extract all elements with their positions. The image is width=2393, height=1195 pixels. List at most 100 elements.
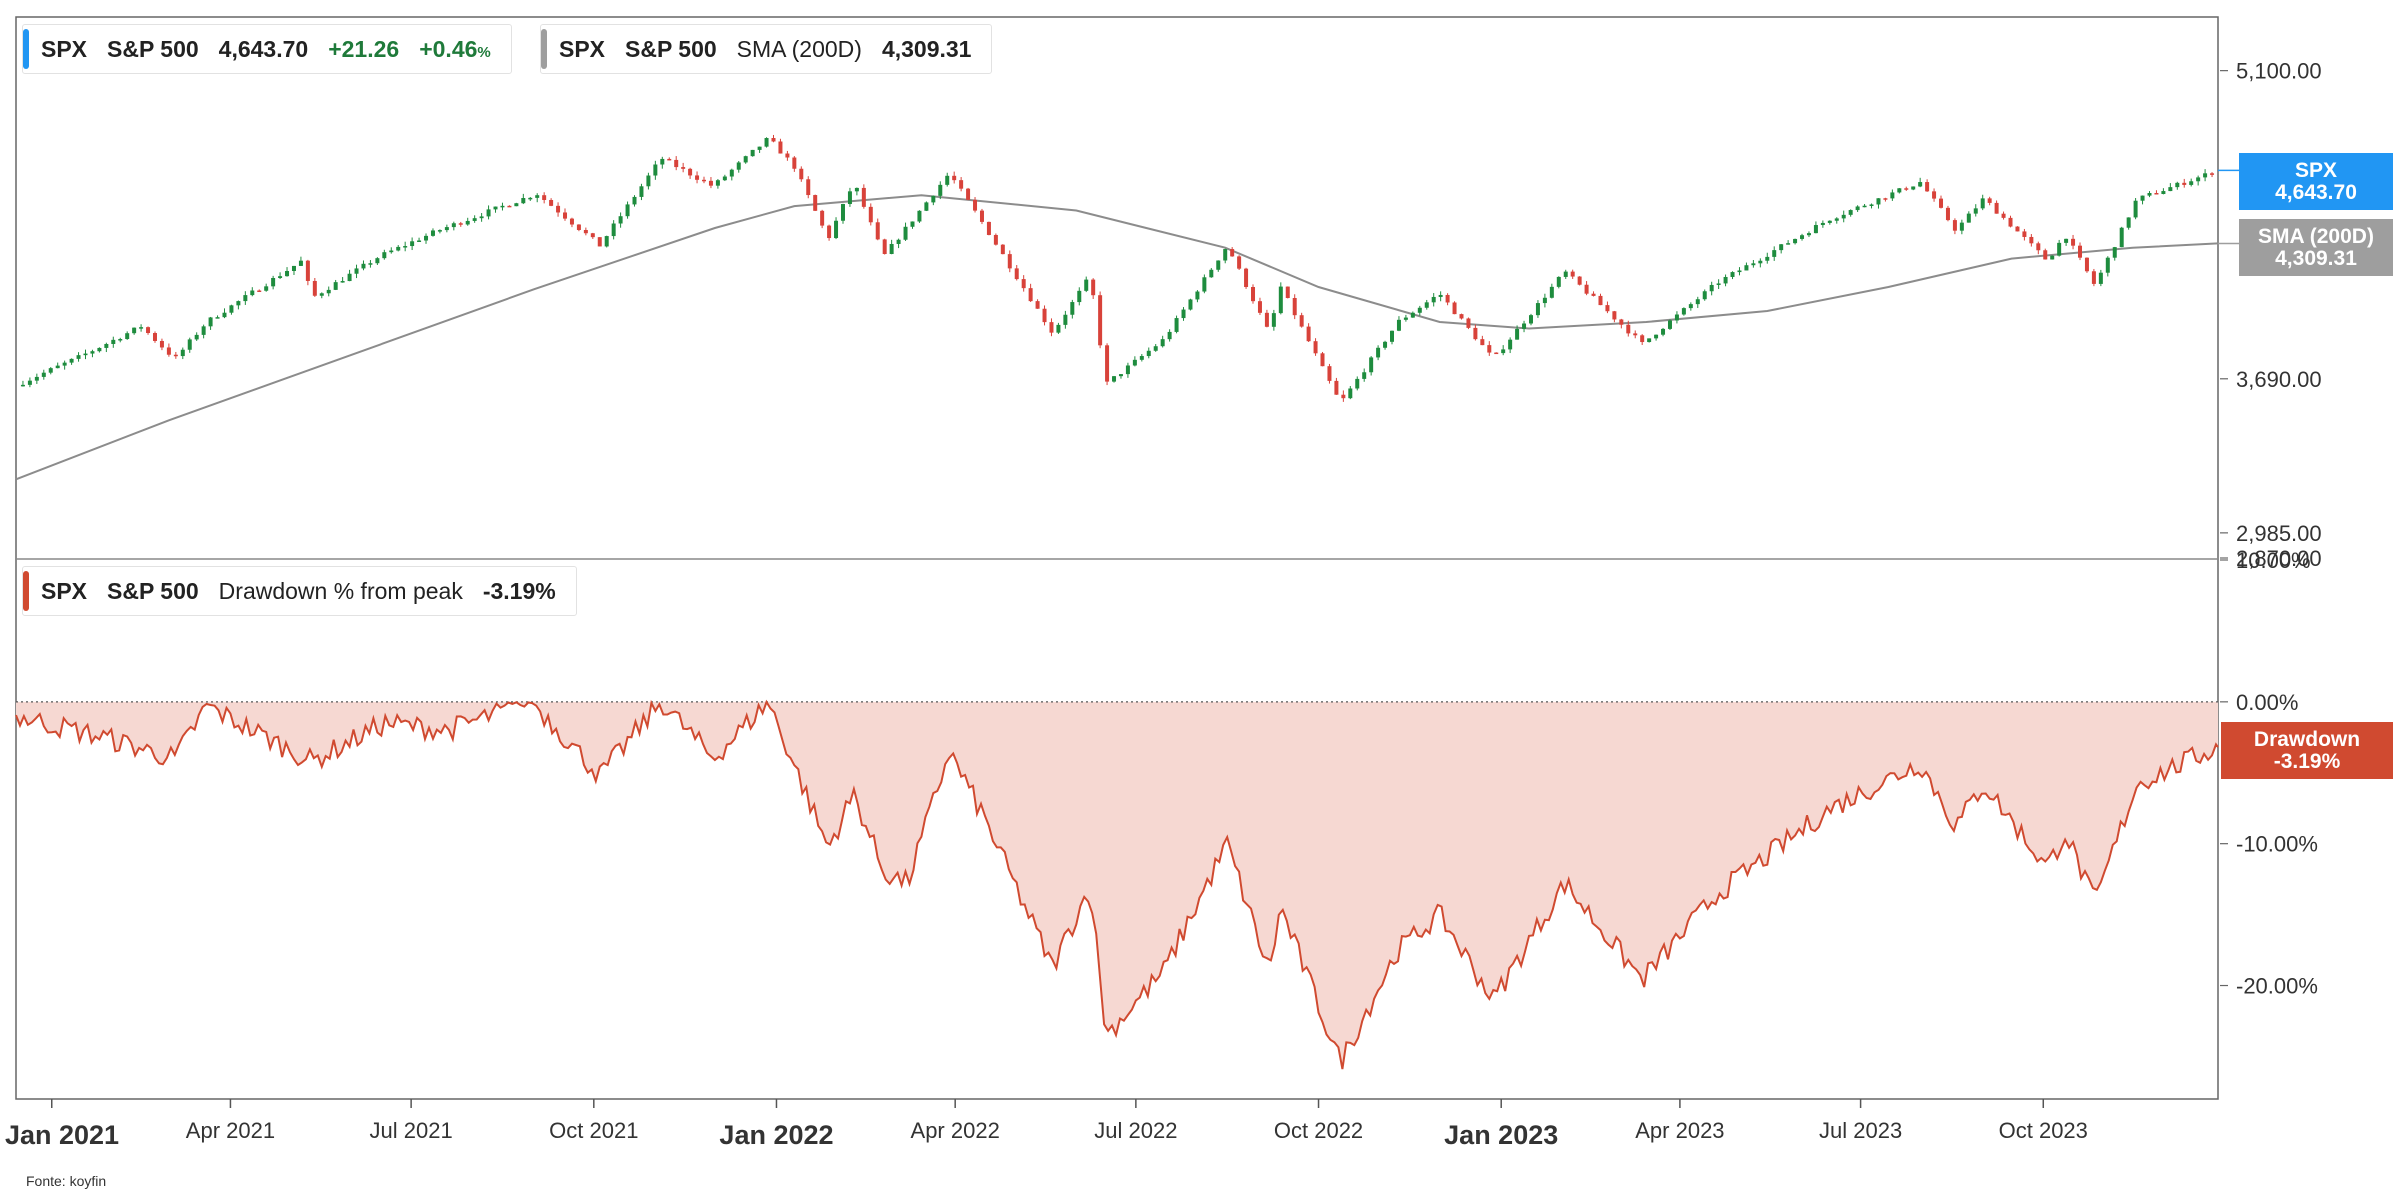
candle xyxy=(69,358,74,365)
candle-body xyxy=(83,353,88,356)
price-legend-change-pct-unit: % xyxy=(477,43,491,61)
price-y-tick-label: 5,100.00 xyxy=(2236,59,2322,84)
candle-body xyxy=(1841,214,1846,219)
candle xyxy=(1779,243,1784,254)
candle-body xyxy=(806,179,811,196)
candle-body xyxy=(173,354,178,357)
candle-body xyxy=(326,289,331,294)
candle-body xyxy=(1431,296,1436,303)
candle-body xyxy=(236,301,241,306)
candle-body xyxy=(396,246,401,251)
candle-body xyxy=(1376,347,1381,358)
candle-body xyxy=(2112,247,2117,258)
candle xyxy=(966,187,971,201)
candle-body xyxy=(1042,308,1047,323)
candle xyxy=(1716,279,1721,290)
candle xyxy=(1070,299,1075,319)
candle-body xyxy=(875,222,880,240)
candle xyxy=(625,201,630,219)
candle xyxy=(1647,338,1652,343)
candle xyxy=(1918,177,1923,188)
candle xyxy=(1028,283,1033,303)
candle-body xyxy=(1209,269,1214,278)
candle-body xyxy=(2182,182,2187,185)
candle xyxy=(2091,268,2096,287)
candle-body xyxy=(1369,357,1374,373)
candle xyxy=(1869,203,1874,209)
candle xyxy=(2057,239,2062,257)
candle xyxy=(2015,226,2020,232)
candle-body xyxy=(2196,177,2201,182)
candle xyxy=(2112,246,2117,261)
candle xyxy=(430,228,435,237)
candle-body xyxy=(1918,182,1923,187)
candle-body xyxy=(576,224,581,230)
candle-body xyxy=(514,203,519,207)
candle-body xyxy=(1945,207,1950,221)
candle-body xyxy=(152,333,157,341)
candle xyxy=(1793,238,1798,245)
candle xyxy=(319,292,324,299)
candle-body xyxy=(1897,188,1902,193)
drawdown-legend[interactable]: SPX S&P 500 Drawdown % from peak -3.19% xyxy=(22,566,577,616)
candle xyxy=(1626,320,1631,337)
candle-body xyxy=(493,206,498,210)
candle-body xyxy=(1139,356,1144,360)
candle-body xyxy=(1939,198,1944,208)
candle-body xyxy=(743,156,748,163)
candle xyxy=(458,221,463,227)
candle-body xyxy=(938,184,943,196)
candle-body xyxy=(2015,226,2020,232)
candle-body xyxy=(1251,287,1256,302)
candle xyxy=(1452,301,1457,315)
candle xyxy=(674,156,679,171)
candle-body xyxy=(764,138,769,147)
candle xyxy=(521,193,526,205)
candle-body xyxy=(1390,330,1395,342)
candle-body xyxy=(2057,242,2062,256)
candle-body xyxy=(1869,204,1874,206)
candle-body xyxy=(507,205,512,208)
candle xyxy=(556,202,561,217)
candle xyxy=(1806,231,1811,238)
candle-body xyxy=(180,349,185,357)
candle xyxy=(1466,317,1471,330)
candle xyxy=(910,221,915,229)
candle-body xyxy=(1028,288,1033,302)
candle xyxy=(1146,347,1151,359)
candle-body xyxy=(1633,333,1638,336)
price-y-tick-label: 3,690.00 xyxy=(2236,367,2322,392)
candle xyxy=(1181,307,1186,321)
candle-body xyxy=(1848,210,1853,215)
candle-body xyxy=(1751,263,1756,266)
candle-body xyxy=(1925,182,1930,192)
candle xyxy=(708,177,713,189)
candle xyxy=(403,241,408,252)
candle xyxy=(702,176,707,184)
candle-body xyxy=(1647,338,1652,343)
candle xyxy=(1952,218,1957,235)
candle-body xyxy=(1271,313,1276,327)
candle-body xyxy=(1744,265,1749,271)
candle-body xyxy=(563,212,568,219)
sma-legend[interactable]: SPX S&P 500 SMA (200D) 4,309.31 xyxy=(540,24,993,74)
candle xyxy=(1299,312,1304,328)
price-legend[interactable]: SPX S&P 500 4,643.70 +21.26 +0.46% xyxy=(22,24,512,74)
candle-body xyxy=(1341,394,1346,399)
candle-body xyxy=(653,164,658,176)
x-tick-label: Apr 2022 xyxy=(911,1118,1000,1143)
candle-body xyxy=(2091,271,2096,284)
price-y-tick-label: 2,870.00 xyxy=(2236,546,2322,571)
candle xyxy=(1535,300,1540,318)
candle xyxy=(347,269,352,282)
candle-body xyxy=(2029,236,2034,244)
candle xyxy=(291,265,296,275)
candle xyxy=(1515,325,1520,340)
x-tick-label: Jan 2022 xyxy=(719,1120,833,1150)
candle xyxy=(90,349,95,358)
candle-body xyxy=(979,210,984,222)
candle-body xyxy=(1855,206,1860,211)
candle-body xyxy=(569,218,574,225)
candle xyxy=(389,247,394,254)
candle xyxy=(646,172,651,190)
